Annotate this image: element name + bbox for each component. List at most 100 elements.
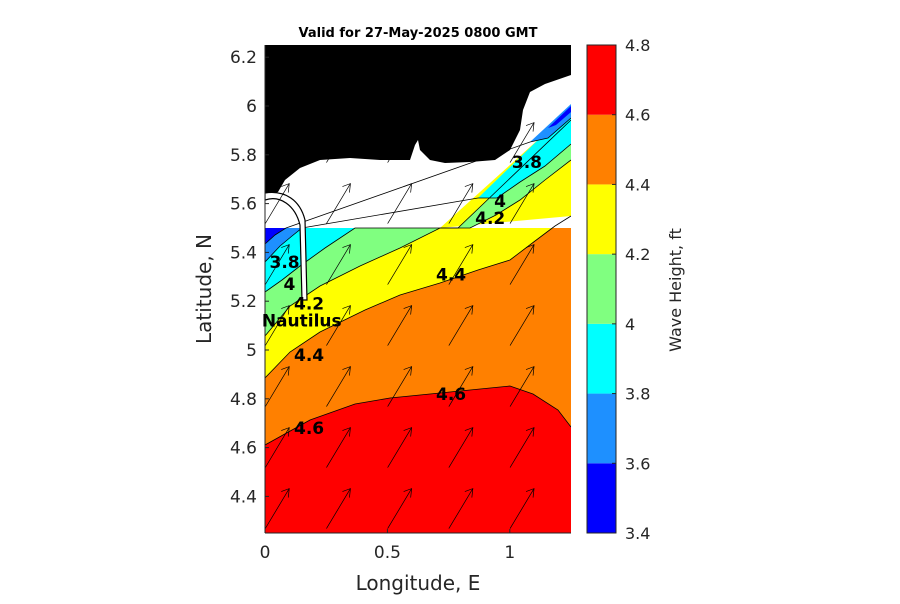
colorbar-swatch <box>587 323 616 394</box>
x-tick-label: 0 <box>260 543 271 563</box>
wave-arrow-shaft <box>387 183 412 224</box>
wave-arrow-shaft <box>326 488 351 529</box>
wave-arrow-head <box>525 183 535 193</box>
wave-arrow-head <box>281 366 290 376</box>
band-3-8-to-4-0 <box>265 228 355 292</box>
wave-arrow-head <box>403 305 413 315</box>
x-axis-ticks: 0 0.5 1 <box>260 529 515 563</box>
x-tick-label: 0.5 <box>374 543 401 563</box>
contour-label: 4.4 <box>294 346 324 366</box>
coastline-river-outline <box>265 191 308 301</box>
colorbar-tick-label: 4.4 <box>625 175 650 194</box>
wave-arrow-head <box>281 183 290 193</box>
colorbar-tick-label: 4.8 <box>625 36 650 55</box>
wave-arrow-head <box>525 488 535 498</box>
contour-line-4-4 <box>265 215 571 379</box>
wave-arrow-shaft <box>265 183 290 224</box>
wave-arrow-head <box>464 122 474 132</box>
wave-arrow-head <box>525 244 535 254</box>
site-label-nautilus: Nautilus <box>262 312 342 332</box>
wave-arrow-head <box>281 122 290 132</box>
colorbar: 3.4 3.6 3.8 4 4.2 4.4 4.6 4.8 <box>586 36 650 543</box>
chart-title: Valid for 27-May-2025 0800 GMT <box>299 26 538 41</box>
wave-arrow-head <box>403 122 413 132</box>
y-tick-label: 4.8 <box>230 390 257 410</box>
contour-label: 4.4 <box>436 265 466 285</box>
contour-plot-area <box>265 45 571 533</box>
contour-label: 4.6 <box>436 385 466 405</box>
colorbar-frame <box>586 44 617 534</box>
colorbar-swatch <box>587 254 616 324</box>
wave-arrow-shaft <box>387 305 412 346</box>
wave-arrow-head <box>342 122 351 132</box>
wave-arrow-head <box>342 488 351 498</box>
colorbar-tick-label: 3.4 <box>625 524 650 543</box>
wave-arrow-head <box>464 183 474 193</box>
y-tick-label: 5.8 <box>230 146 257 166</box>
colorbar-tick-label: 4.2 <box>625 245 650 264</box>
y-tick-label: 6.2 <box>230 48 257 68</box>
wave-arrow-head <box>525 305 535 315</box>
x-tick-label: 1 <box>504 543 515 563</box>
contour-line-4-0 <box>265 159 571 293</box>
wave-arrow-head <box>403 427 413 437</box>
wave-arrow-head <box>464 305 474 315</box>
band-3-4-to-3-6-coast <box>548 106 571 128</box>
wave-arrow-shaft <box>448 305 474 346</box>
wave-arrow-shaft <box>387 488 412 529</box>
wave-arrow-shaft <box>387 244 412 285</box>
contour-line-3-8 <box>265 143 571 263</box>
y-tick-label: 5.2 <box>230 292 257 312</box>
wave-arrow-shaft <box>448 183 474 224</box>
contour-label: 4.2 <box>475 209 505 229</box>
wave-arrow-head <box>464 488 474 498</box>
colorbar-tick-label: 4 <box>625 315 635 334</box>
contour-label: 3.8 <box>270 253 300 273</box>
y-tick-label: 4.4 <box>230 487 257 507</box>
wave-arrow-shaft <box>326 244 351 285</box>
wave-arrow-head <box>342 244 351 254</box>
y-tick-label: 6 <box>246 97 257 117</box>
wave-arrow-head <box>403 488 413 498</box>
wave-arrow-shaft <box>448 427 474 468</box>
colorbar-tick-label: 3.6 <box>625 454 650 473</box>
wave-arrow-shaft <box>326 122 351 163</box>
wave-arrow-shaft <box>326 305 351 346</box>
wave-arrow-shaft <box>448 366 474 407</box>
wave-arrow-shaft <box>509 122 535 163</box>
wave-arrow-head <box>403 244 413 254</box>
y-tick-label: 5.4 <box>230 243 257 263</box>
wave-arrow-shaft <box>509 183 535 224</box>
wave-arrow-shaft <box>509 305 535 346</box>
wave-arrow-head <box>525 366 535 376</box>
wave-arrow-head <box>281 427 290 437</box>
wave-arrow-shaft <box>509 366 535 407</box>
colorbar-swatch <box>587 45 616 115</box>
wave-arrow-shaft <box>265 366 290 407</box>
colorbar-swatch <box>587 393 616 464</box>
colorbar-swatch <box>587 184 616 255</box>
wave-arrow-head <box>342 366 351 376</box>
y-tick-label: 5.6 <box>230 195 257 215</box>
contour-label: 4.2 <box>294 295 324 315</box>
colorbar-swatch <box>587 114 616 185</box>
wave-arrow-shaft <box>387 122 412 163</box>
x-axis-label: Longitude, E <box>356 571 481 595</box>
colorbar-swatch <box>587 463 616 533</box>
wave-arrow-head <box>342 305 351 315</box>
wave-arrow-shaft <box>326 183 351 224</box>
wave-direction-arrows <box>265 122 535 529</box>
site-label-group: Nautilus <box>262 312 342 332</box>
wave-arrow-shaft <box>509 427 535 468</box>
colorbar-label: Wave Height, ft <box>666 228 685 352</box>
wave-arrow-shaft <box>326 366 351 407</box>
wave-arrow-shaft <box>326 427 351 468</box>
wave-arrow-shaft <box>265 488 290 529</box>
wave-arrow-head <box>464 427 474 437</box>
wave-arrow-shaft <box>265 305 290 346</box>
y-axis-ticks: 4.4 4.6 4.8 5 5.2 5.4 5.6 5.8 6 6.2 <box>230 48 269 507</box>
contour-labels: 3.844.24.44.64.44.64.243.8 <box>270 153 542 439</box>
contour-label: 4 <box>284 275 296 295</box>
